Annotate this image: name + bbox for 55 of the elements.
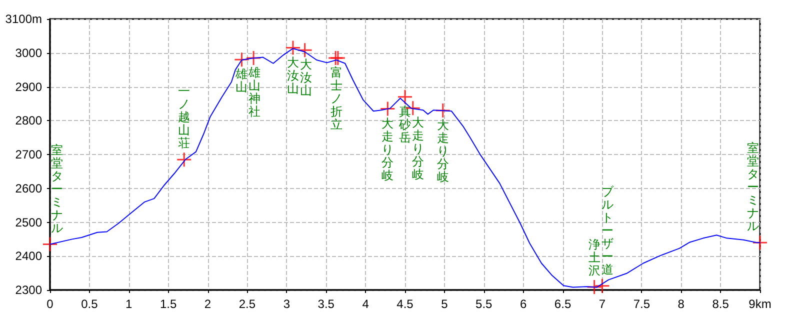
- point: [594, 278, 610, 294]
- point: [435, 102, 451, 118]
- annotation: 室堂ターミナル: [51, 142, 63, 235]
- point: [234, 52, 250, 68]
- x-tick-label: 5.5: [476, 297, 493, 311]
- annotation: 大走り分岐: [382, 116, 394, 182]
- x-tick-label: 4: [362, 297, 370, 311]
- point: [380, 101, 396, 117]
- x-tick-label: 0: [46, 297, 54, 311]
- x-tick-label: 1: [126, 297, 133, 311]
- annotation: 大走り分岐: [436, 118, 449, 184]
- y-tick-label: 2600: [15, 181, 42, 196]
- x-tick-label: 2.5: [238, 297, 256, 311]
- x-tick-label: 6.5: [554, 297, 572, 311]
- point: [176, 152, 192, 168]
- y-tick-label: 2500: [15, 215, 42, 230]
- point: [285, 40, 301, 56]
- point: [42, 236, 58, 252]
- line-series: [50, 48, 760, 288]
- x-tick-label: 6: [520, 297, 527, 311]
- x-tick-label: 5: [441, 297, 448, 311]
- point: [297, 42, 313, 58]
- y-tick-label: 2400: [15, 249, 42, 264]
- x-tick-label: 3: [283, 297, 290, 311]
- point: [752, 234, 768, 250]
- point: [397, 89, 413, 105]
- annotation: 真砂岳: [398, 104, 411, 144]
- annotation: 浄土沢: [588, 237, 600, 278]
- annotation: 雄山神社: [248, 65, 261, 118]
- x-tick-label: 7.5: [633, 297, 650, 311]
- x-tick-label: 3.5: [318, 297, 335, 311]
- y-tick-label: 2700: [15, 148, 42, 162]
- annotation: 一ノ越山荘: [178, 84, 190, 150]
- x-tick-label: 0.5: [81, 297, 98, 311]
- point: [246, 50, 262, 66]
- y-tick-label: 3100m: [5, 12, 42, 26]
- x-tick-label: 2: [204, 297, 212, 311]
- annotation: 富士ノ折立: [330, 65, 342, 132]
- x-tick-label: 8.5: [712, 297, 730, 311]
- x-tick-label: 4.5: [396, 297, 414, 311]
- annotation: 大汝山: [300, 58, 312, 98]
- x-tick-label: 7: [598, 297, 606, 311]
- x-tick-label: 8: [678, 297, 685, 311]
- annotation: 大走り分岐: [412, 116, 424, 182]
- y-tick-label: 2900: [15, 80, 42, 94]
- annotation: ブルトーザー道: [601, 184, 614, 276]
- point: [586, 279, 602, 295]
- y-tick-label: 2800: [15, 114, 42, 128]
- y-tick-label: 3000: [15, 46, 42, 60]
- x-tick-label: 9km: [748, 297, 772, 311]
- y-tick-label: 2300: [15, 283, 42, 297]
- annotation: 室堂ターミナル: [747, 141, 759, 234]
- x-tick-label: 1.5: [160, 297, 177, 311]
- annotation: 大汝山: [286, 55, 299, 96]
- annotation: 雄山: [234, 67, 248, 94]
